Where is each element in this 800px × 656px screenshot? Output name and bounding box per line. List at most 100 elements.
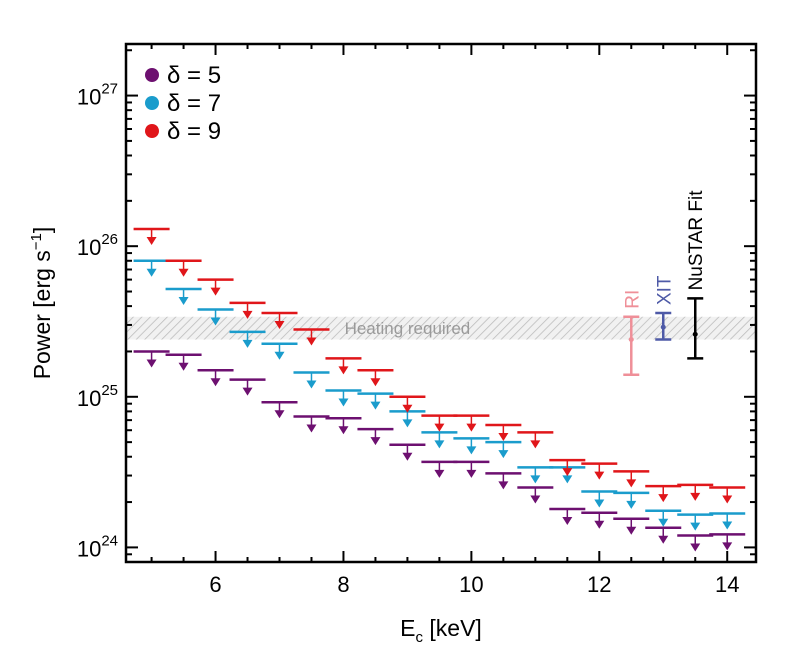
x-axis-title-sub: c bbox=[416, 629, 424, 646]
limit-arrow-head bbox=[338, 426, 349, 435]
measurement-point bbox=[660, 324, 666, 330]
limit-arrow-head bbox=[402, 419, 413, 428]
upper-limit-marker bbox=[709, 512, 746, 530]
y-tick-label: 1025 bbox=[77, 382, 118, 411]
upper-limit-marker bbox=[133, 259, 170, 277]
limit-arrow-head bbox=[530, 440, 541, 449]
upper-limit-marker bbox=[485, 440, 522, 459]
heating-required-label: Heating required bbox=[345, 319, 471, 338]
upper-limit-marker bbox=[485, 423, 522, 441]
upper-limit-marker bbox=[133, 350, 170, 368]
limit-arrow-head bbox=[146, 268, 157, 277]
upper-limit-marker bbox=[421, 460, 458, 478]
y-tick-base: 10 bbox=[77, 536, 101, 561]
upper-limit-marker bbox=[453, 414, 490, 432]
limit-arrow-head bbox=[466, 446, 477, 455]
upper-limit-marker bbox=[709, 533, 746, 551]
upper-limit-marker bbox=[325, 389, 362, 407]
limit-arrow-head bbox=[658, 494, 669, 503]
upper-limit-marker bbox=[581, 462, 618, 480]
measurement-label: RI bbox=[622, 290, 643, 309]
upper-limit-marker bbox=[197, 369, 234, 387]
y-tick-label: 1027 bbox=[77, 81, 118, 110]
limit-arrow-head bbox=[274, 410, 285, 419]
upper-limit-marker bbox=[517, 431, 554, 449]
legend-item: δ = 5 bbox=[145, 62, 221, 89]
upper-limit-marker bbox=[549, 458, 586, 477]
series-3 bbox=[133, 227, 746, 504]
upper-limit-marker bbox=[613, 470, 650, 488]
limit-arrow-head bbox=[562, 468, 573, 477]
limit-arrow-head bbox=[466, 423, 477, 432]
upper-limit-marker bbox=[293, 371, 330, 389]
y-tick-exp: 25 bbox=[101, 382, 118, 399]
limit-arrow-head bbox=[690, 543, 701, 552]
measurement-label: XIT bbox=[654, 275, 675, 305]
upper-limit-marker bbox=[517, 466, 554, 484]
measurement-1: RI bbox=[622, 290, 643, 377]
limit-arrow-head bbox=[626, 500, 637, 509]
upper-limit-marker bbox=[357, 392, 394, 410]
limit-arrow-head bbox=[434, 469, 445, 478]
limit-arrow-head bbox=[658, 518, 669, 527]
upper-limit-marker bbox=[197, 278, 234, 296]
limit-arrow-head bbox=[722, 542, 733, 551]
limit-arrow-head bbox=[658, 535, 669, 544]
upper-limit-marker bbox=[261, 342, 298, 360]
limit-arrow-head bbox=[402, 452, 413, 461]
measurements: RI XIT NuSTAR Fit bbox=[622, 190, 707, 377]
x-axis: 6 8 10 12 14 bbox=[150, 44, 739, 597]
limit-arrow-head bbox=[402, 404, 413, 413]
legend-label: δ = 9 bbox=[167, 118, 221, 145]
measurement-label: NuSTAR Fit bbox=[686, 190, 707, 291]
upper-limit-marker bbox=[421, 414, 458, 432]
legend-item: δ = 9 bbox=[145, 118, 221, 145]
limit-arrow-head bbox=[178, 362, 189, 371]
y-tick-base: 10 bbox=[77, 235, 101, 260]
limit-arrow-head bbox=[370, 401, 381, 410]
series-2 bbox=[133, 259, 746, 531]
limit-arrow-head bbox=[594, 520, 605, 529]
upper-limit-marker bbox=[709, 486, 746, 504]
limit-arrow-head bbox=[626, 526, 637, 535]
upper-limit-marker bbox=[261, 400, 298, 419]
upper-limit-marker bbox=[581, 511, 618, 529]
x-axis-title: Ec [keV] bbox=[400, 615, 482, 646]
measurement-point bbox=[692, 331, 698, 337]
upper-limit-marker bbox=[613, 491, 650, 509]
upper-limit-marker bbox=[645, 484, 682, 503]
upper-limit-marker bbox=[453, 437, 490, 455]
limit-arrow-head bbox=[690, 492, 701, 501]
upper-limit-marker bbox=[581, 490, 618, 508]
upper-limit-marker bbox=[133, 227, 170, 246]
legend-label: δ = 7 bbox=[167, 90, 221, 117]
limit-arrow-head bbox=[210, 378, 221, 387]
limit-arrow-head bbox=[498, 481, 509, 490]
limit-arrow-head bbox=[178, 296, 189, 305]
y-axis-title-sup: −1 bbox=[28, 233, 45, 250]
limit-arrow-head bbox=[242, 310, 253, 319]
limit-arrow-head bbox=[178, 268, 189, 277]
limit-arrow-head bbox=[434, 440, 445, 449]
legend-swatch bbox=[145, 68, 159, 82]
limit-arrow-head bbox=[498, 450, 509, 459]
limit-arrow-head bbox=[434, 423, 445, 432]
y-axis-title: Power [erg s−1] bbox=[28, 227, 55, 380]
legend-label: δ = 5 bbox=[167, 62, 221, 89]
x-axis-title-main: E bbox=[400, 615, 415, 641]
upper-limit-marker bbox=[165, 259, 202, 277]
upper-limit-marker bbox=[293, 415, 330, 433]
upper-limit-marker bbox=[517, 486, 554, 504]
limit-arrow-head bbox=[306, 380, 317, 389]
x-tick-label: 12 bbox=[587, 572, 611, 597]
limit-arrow-head bbox=[562, 516, 573, 525]
legend: δ = 5δ = 7δ = 9 bbox=[145, 62, 221, 145]
limit-arrow-head bbox=[370, 437, 381, 446]
limit-arrow-head bbox=[498, 432, 509, 441]
limit-arrow-head bbox=[562, 475, 573, 484]
y-axis-title-main: Power [erg s bbox=[29, 250, 55, 379]
upper-limit-marker bbox=[325, 417, 362, 435]
upper-limit-marker bbox=[453, 460, 490, 478]
